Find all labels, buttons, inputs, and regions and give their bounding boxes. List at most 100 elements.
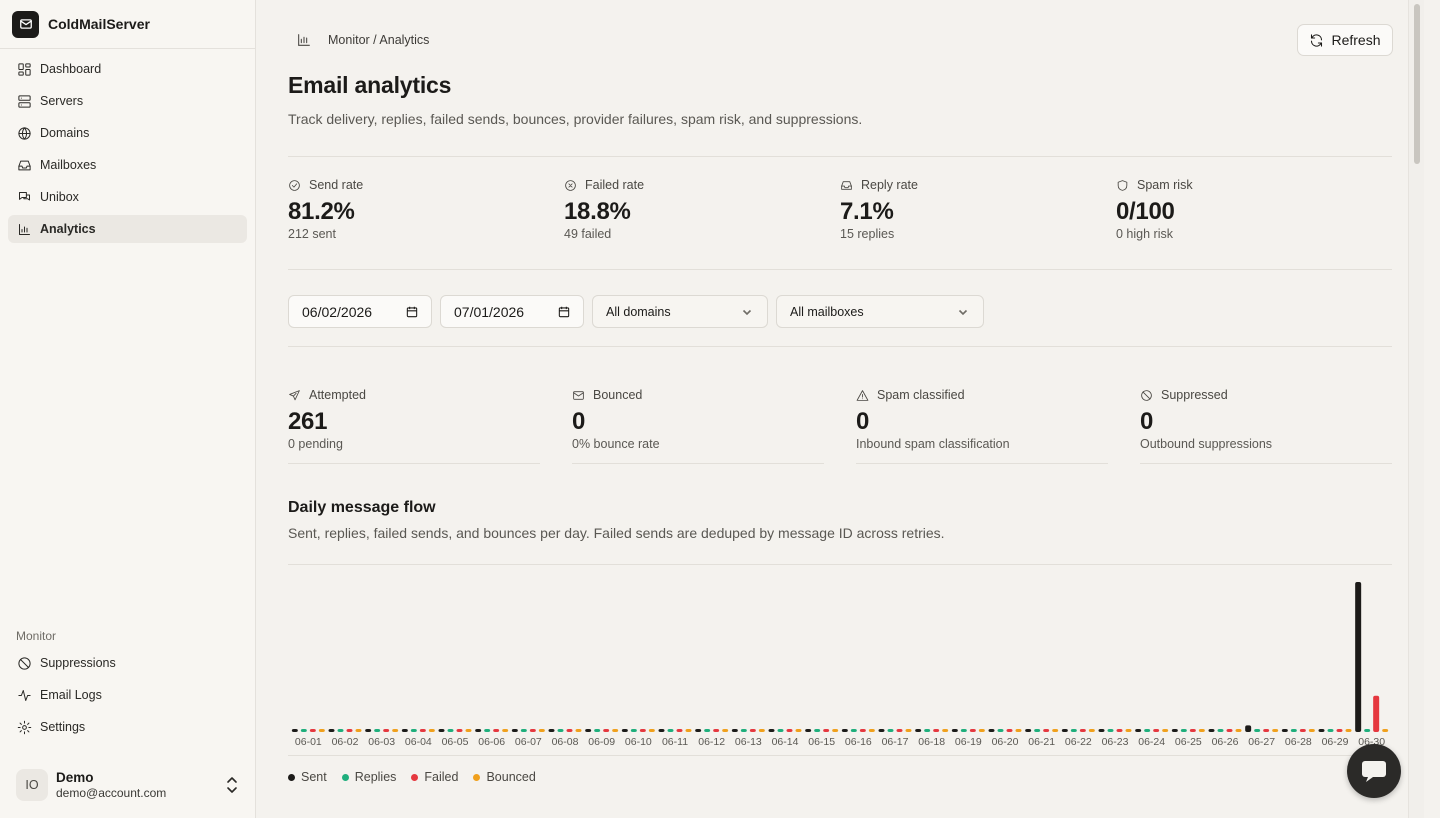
- end-date-input[interactable]: 07/01/2026: [440, 295, 584, 328]
- bar-bounced-06-26[interactable]: [1235, 729, 1242, 732]
- bar-failed-06-15[interactable]: [823, 729, 830, 732]
- bar-failed-06-03[interactable]: [383, 729, 390, 732]
- sidebar-item-unibox[interactable]: Unibox: [8, 183, 247, 211]
- bar-sent-06-13[interactable]: [731, 729, 738, 732]
- bar-replies-06-08[interactable]: [557, 729, 564, 732]
- user-menu[interactable]: IO Demo demo@account.com: [8, 762, 247, 808]
- bar-failed-06-27[interactable]: [1263, 729, 1270, 732]
- bar-failed-06-18[interactable]: [933, 729, 940, 732]
- bar-bounced-06-15[interactable]: [832, 729, 839, 732]
- bar-replies-06-02[interactable]: [337, 729, 344, 732]
- bar-failed-06-09[interactable]: [603, 729, 610, 732]
- bar-bounced-06-11[interactable]: [685, 729, 692, 732]
- bar-sent-06-08[interactable]: [548, 729, 555, 732]
- bar-replies-06-13[interactable]: [740, 729, 747, 732]
- bar-sent-06-09[interactable]: [585, 729, 592, 732]
- bar-sent-06-23[interactable]: [1098, 729, 1105, 732]
- bar-replies-06-29[interactable]: [1327, 729, 1334, 732]
- bar-failed-06-25[interactable]: [1189, 729, 1196, 732]
- bar-bounced-06-13[interactable]: [758, 729, 765, 732]
- bar-failed-06-19[interactable]: [969, 729, 976, 732]
- bar-failed-06-01[interactable]: [309, 729, 316, 732]
- bar-failed-06-22[interactable]: [1079, 729, 1086, 732]
- brand[interactable]: ColdMailServer: [0, 0, 255, 49]
- bar-sent-06-07[interactable]: [511, 729, 518, 732]
- bar-replies-06-19[interactable]: [960, 729, 967, 732]
- bar-failed-06-07[interactable]: [529, 729, 536, 732]
- bar-failed-06-20[interactable]: [1006, 729, 1013, 732]
- scrollbar[interactable]: [1408, 0, 1424, 818]
- sidebar-item-mailboxes[interactable]: Mailboxes: [8, 151, 247, 179]
- bar-failed-06-06[interactable]: [493, 729, 500, 732]
- bar-bounced-06-30[interactable]: [1382, 729, 1389, 732]
- sidebar-item-domains[interactable]: Domains: [8, 119, 247, 147]
- bar-sent-06-26[interactable]: [1208, 729, 1215, 732]
- bar-failed-06-29[interactable]: [1336, 729, 1343, 732]
- bar-replies-06-30[interactable]: [1364, 729, 1371, 732]
- bar-failed-06-14[interactable]: [786, 729, 793, 732]
- bar-sent-06-01[interactable]: [291, 729, 298, 732]
- bar-sent-06-19[interactable]: [951, 729, 958, 732]
- bar-bounced-06-03[interactable]: [392, 729, 399, 732]
- bar-replies-06-03[interactable]: [374, 729, 381, 732]
- bar-failed-06-02[interactable]: [346, 729, 353, 732]
- bar-sent-06-22[interactable]: [1061, 729, 1068, 732]
- bar-failed-06-23[interactable]: [1116, 729, 1123, 732]
- bar-sent-06-06[interactable]: [475, 729, 482, 732]
- refresh-button[interactable]: Refresh: [1297, 24, 1393, 56]
- bar-replies-06-23[interactable]: [1107, 729, 1114, 732]
- bar-bounced-06-21[interactable]: [1052, 729, 1059, 732]
- sidebar-item-analytics[interactable]: Analytics: [8, 215, 247, 243]
- bar-sent-06-02[interactable]: [328, 729, 335, 732]
- bar-sent-06-15[interactable]: [805, 729, 812, 732]
- bar-replies-06-10[interactable]: [630, 729, 637, 732]
- bar-replies-06-26[interactable]: [1217, 729, 1224, 732]
- bar-failed-06-21[interactable]: [1043, 729, 1050, 732]
- bar-failed-06-26[interactable]: [1226, 729, 1233, 732]
- legend-item-bounced[interactable]: Bounced: [473, 770, 536, 784]
- bar-bounced-06-04[interactable]: [428, 729, 435, 732]
- bar-bounced-06-10[interactable]: [648, 729, 655, 732]
- calendar-icon[interactable]: [405, 305, 419, 319]
- bar-failed-06-12[interactable]: [713, 729, 720, 732]
- bar-bounced-06-16[interactable]: [868, 729, 875, 732]
- legend-item-replies[interactable]: Replies: [341, 770, 396, 784]
- bar-replies-06-28[interactable]: [1290, 729, 1297, 732]
- bar-sent-06-17[interactable]: [878, 729, 885, 732]
- bar-failed-06-24[interactable]: [1153, 729, 1160, 732]
- bar-replies-06-06[interactable]: [484, 729, 491, 732]
- bar-sent-06-16[interactable]: [841, 729, 848, 732]
- bar-replies-06-17[interactable]: [887, 729, 894, 732]
- bar-replies-06-01[interactable]: [300, 729, 307, 732]
- domain-select[interactable]: All domains: [592, 295, 768, 328]
- bar-replies-06-25[interactable]: [1180, 729, 1187, 732]
- sidebar-item-settings[interactable]: Settings: [8, 713, 247, 741]
- bar-sent-06-25[interactable]: [1171, 729, 1178, 732]
- bar-sent-06-29[interactable]: [1318, 729, 1325, 732]
- bar-failed-06-10[interactable]: [639, 729, 646, 732]
- start-date-input[interactable]: 06/02/2026: [288, 295, 432, 328]
- bar-bounced-06-08[interactable]: [575, 729, 582, 732]
- bar-replies-06-14[interactable]: [777, 729, 784, 732]
- bar-bounced-06-17[interactable]: [905, 729, 912, 732]
- bar-replies-06-09[interactable]: [594, 729, 601, 732]
- bar-sent-06-05[interactable]: [438, 729, 445, 732]
- bar-bounced-06-27[interactable]: [1272, 729, 1279, 732]
- bar-replies-06-12[interactable]: [704, 729, 711, 732]
- bar-sent-06-11[interactable]: [658, 729, 665, 732]
- bar-replies-06-27[interactable]: [1254, 729, 1261, 732]
- bar-bounced-06-18[interactable]: [942, 729, 949, 732]
- bar-sent-06-20[interactable]: [988, 729, 995, 732]
- legend-item-failed[interactable]: Failed: [411, 770, 458, 784]
- bar-replies-06-18[interactable]: [924, 729, 931, 732]
- bar-bounced-06-01[interactable]: [318, 729, 325, 732]
- bar-replies-06-20[interactable]: [997, 729, 1004, 732]
- sidebar-item-suppressions[interactable]: Suppressions: [8, 649, 247, 677]
- bar-failed-06-13[interactable]: [749, 729, 756, 732]
- bar-replies-06-24[interactable]: [1144, 729, 1151, 732]
- bar-bounced-06-19[interactable]: [978, 729, 985, 732]
- bar-failed-06-17[interactable]: [896, 729, 903, 732]
- bar-failed-06-30[interactable]: [1373, 695, 1380, 732]
- bar-bounced-06-02[interactable]: [355, 729, 362, 732]
- bar-sent-06-03[interactable]: [365, 729, 372, 732]
